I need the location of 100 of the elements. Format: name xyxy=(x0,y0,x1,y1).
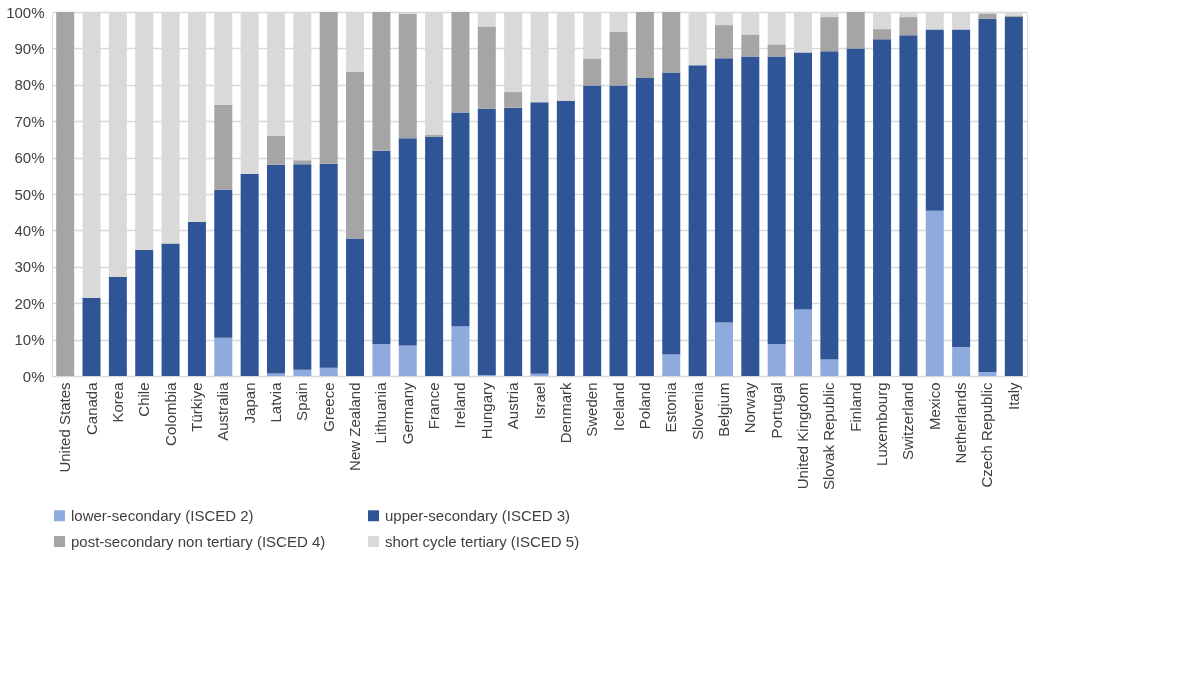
x-tick-label: Colombia xyxy=(161,381,179,446)
x-tick-label: Denmark xyxy=(556,382,574,444)
bar xyxy=(530,373,549,376)
bar xyxy=(266,135,285,165)
x-tick-label: Norway xyxy=(741,382,759,434)
bar xyxy=(978,13,997,19)
y-tick-label: 0% xyxy=(22,367,45,385)
x-tick-label: Mexico xyxy=(925,382,943,431)
bar xyxy=(952,346,971,376)
bar xyxy=(451,112,470,327)
y-tick-label: 60% xyxy=(14,149,45,167)
bar xyxy=(266,164,285,374)
bar xyxy=(925,29,944,211)
bar xyxy=(135,250,154,376)
x-tick-label: Poland xyxy=(635,382,653,430)
bar xyxy=(635,77,654,376)
bar xyxy=(108,276,127,376)
y-tick-label: 30% xyxy=(14,258,45,276)
y-tick-label: 100% xyxy=(6,3,45,21)
x-tick-label: Türkiye xyxy=(187,382,205,432)
bar xyxy=(530,102,549,374)
x-tick-label: Lithuania xyxy=(372,381,390,444)
bar xyxy=(477,26,496,109)
bar xyxy=(161,243,180,376)
bar xyxy=(794,309,813,376)
legend-label: upper-secondary (ISCED 3) xyxy=(385,506,571,524)
bar xyxy=(504,92,523,108)
y-tick-label: 50% xyxy=(14,185,45,203)
bar xyxy=(899,35,918,376)
x-tick-label: Italy xyxy=(1004,382,1022,411)
bar xyxy=(477,108,496,375)
x-tick-label: Israel xyxy=(530,382,548,420)
x-tick-label: Slovenia xyxy=(688,381,706,441)
bar xyxy=(714,322,733,376)
bar xyxy=(662,12,681,73)
bar xyxy=(266,373,285,376)
bar xyxy=(372,12,391,151)
bar xyxy=(873,39,892,376)
bar xyxy=(214,337,233,376)
bar xyxy=(556,100,575,376)
x-tick-label: Germany xyxy=(398,382,416,445)
y-tick-label: 40% xyxy=(14,221,45,239)
bar xyxy=(240,173,259,376)
x-tick-label: Estonia xyxy=(662,381,680,433)
x-tick-label: United Kingdom xyxy=(794,382,812,490)
x-tick-label: Canada xyxy=(82,381,100,436)
bar xyxy=(952,29,971,347)
x-tick-label: Australia xyxy=(214,381,232,441)
bar xyxy=(293,160,312,165)
bar xyxy=(688,65,707,376)
bar xyxy=(899,17,918,36)
y-tick-label: 80% xyxy=(14,76,45,94)
y-tick-label: 10% xyxy=(14,331,45,349)
x-tick-label: Japan xyxy=(240,382,258,424)
legend-label: post-secondary non tertiary (ISCED 4) xyxy=(71,532,326,550)
x-tick-label: Switzerland xyxy=(899,382,917,461)
x-tick-label: New Zealand xyxy=(346,382,364,471)
bar xyxy=(846,48,865,376)
y-tick-label: 20% xyxy=(14,294,45,312)
bar xyxy=(820,51,839,360)
bar xyxy=(187,222,206,376)
x-tick-label: Hungary xyxy=(477,382,495,440)
x-tick-label: Slovak Republic xyxy=(820,382,838,491)
x-tick-label: Sweden xyxy=(583,382,601,437)
x-tick-label: Ireland xyxy=(451,382,469,429)
x-tick-label: Belgium xyxy=(714,382,732,437)
x-tick-label: Portugal xyxy=(767,382,785,439)
bar xyxy=(635,12,654,78)
bar xyxy=(214,104,233,190)
bar xyxy=(319,12,338,164)
legend-label: lower-secondary (ISCED 2) xyxy=(71,506,254,524)
bar xyxy=(741,56,760,376)
x-tick-label: Austria xyxy=(504,381,522,430)
x-tick-label: Netherlands xyxy=(952,382,970,464)
x-tick-label: Latvia xyxy=(266,381,284,423)
bar xyxy=(398,345,417,376)
bar xyxy=(293,164,312,370)
x-tick-label: Korea xyxy=(108,381,126,423)
y-tick-label: 90% xyxy=(14,39,45,57)
x-tick-label: Finland xyxy=(846,382,864,432)
bar xyxy=(398,13,417,139)
bar xyxy=(1004,17,1023,376)
bar xyxy=(504,107,523,376)
bar xyxy=(741,34,760,57)
bar xyxy=(846,12,865,49)
x-tick-label: Greece xyxy=(319,382,337,432)
bar xyxy=(372,344,391,376)
y-tick-label: 70% xyxy=(14,112,45,130)
bar xyxy=(714,58,733,323)
bar xyxy=(319,163,338,368)
x-tick-label: Iceland xyxy=(609,382,627,431)
x-tick-label: Czech Republic xyxy=(978,382,996,488)
bar xyxy=(346,71,365,239)
x-tick-label: Luxembourg xyxy=(873,382,891,466)
bar xyxy=(978,18,997,373)
bar xyxy=(583,85,602,376)
x-tick-label: Spain xyxy=(293,382,311,421)
bar xyxy=(609,31,628,86)
bar xyxy=(978,372,997,376)
bar xyxy=(82,297,101,376)
